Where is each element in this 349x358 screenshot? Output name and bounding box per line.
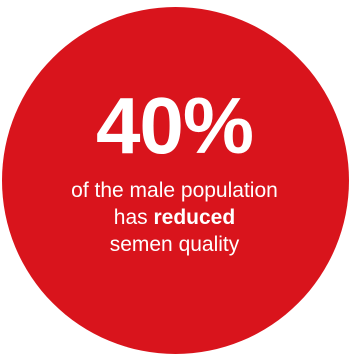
stat-caption-line-2: has reduced: [0, 205, 349, 231]
stat-circle: [2, 7, 349, 354]
stat-caption-emphasis: reduced: [153, 206, 236, 229]
stat-caption-line-3: semen quality: [109, 233, 240, 256]
stat-percentage: 40%: [95, 81, 254, 170]
stat-caption-prefix: has: [113, 206, 148, 229]
stat-caption-line-1: of the male population: [71, 179, 278, 202]
